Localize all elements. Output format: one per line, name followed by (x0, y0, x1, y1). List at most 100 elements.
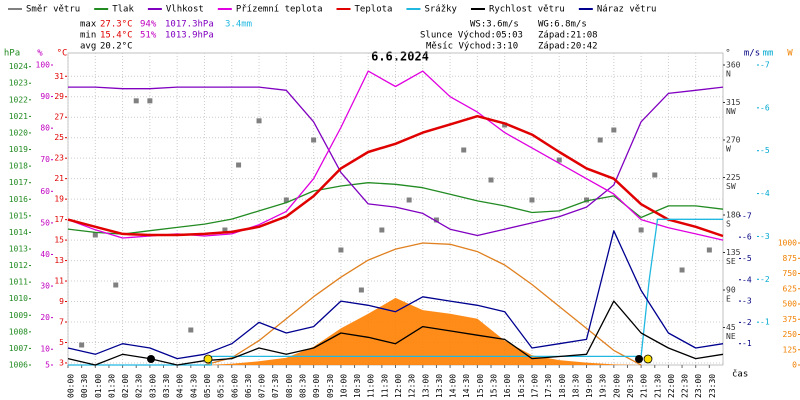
y-tick-label: 750 (783, 269, 798, 278)
x-tick-label: 00:30 (80, 374, 89, 398)
info: Měsíc Východ:3:10 (426, 42, 518, 52)
direction-point (358, 287, 364, 293)
y-tick-label: -1 (760, 318, 770, 327)
y-tick-label: -7 (742, 211, 752, 220)
y-tick-label: 375 (783, 315, 798, 324)
direction-point (433, 217, 439, 223)
legend-label: Tlak (112, 5, 134, 15)
direction-point (188, 327, 194, 333)
x-tick-label: 03:30 (162, 374, 171, 398)
astro-icons (147, 354, 653, 364)
x-tick-label: 10:30 (353, 374, 362, 398)
stat: 94% (140, 20, 157, 30)
x-tick-label: 09:00 (312, 374, 321, 398)
x-tick-label: 19:30 (599, 374, 608, 398)
x-tick-label: 02:00 (121, 374, 130, 398)
y-tick-label: 50 (40, 218, 50, 227)
x-tick-label: 08:00 (285, 374, 294, 398)
legend: Směr větru Tlak Vlhkost Přízemní teplota Tep… (8, 5, 656, 15)
x-tick-label: 05:30 (217, 374, 226, 398)
y-tick-label: -1 (742, 339, 752, 348)
direction-point (597, 137, 603, 143)
y-tick-label: 270 (726, 136, 741, 145)
direction-point (236, 162, 242, 168)
compass-label: E (726, 295, 731, 304)
y-tick-label: 20 (40, 313, 50, 322)
y-tick-label: 1010 (9, 294, 28, 303)
y-tick-label: 30 (40, 282, 50, 291)
direction-point (638, 227, 644, 233)
x-tick-label: 23:00 (694, 374, 703, 398)
y-tick-label: 315 (726, 98, 741, 107)
y-tick-label: 10 (40, 345, 50, 354)
y-tick-label: 1009 (9, 311, 28, 320)
y-tick-label: 9 (59, 297, 64, 306)
x-tick-label: 18:00 (558, 374, 567, 398)
y-tick-label: 17 (54, 215, 64, 224)
x-tick-label: 16:30 (517, 374, 526, 398)
y-tick-label: 25 (54, 133, 64, 142)
direction-point (147, 98, 153, 104)
legend-label: Teplota (355, 5, 393, 15)
sunrise-icon (203, 354, 213, 364)
y-tick-label: -6 (760, 103, 770, 112)
y-tick-label: -2 (742, 318, 752, 327)
y-tick-label: 100 (36, 61, 51, 70)
y-tick-label: -3 (760, 232, 770, 241)
x-tick-label: 23:30 (708, 374, 717, 398)
direction-point (113, 282, 119, 288)
direction-point (379, 227, 385, 233)
x-tick-label: 21:00 (640, 374, 649, 398)
compass-label: S (726, 220, 731, 229)
y-tick-label: -5 (760, 146, 770, 155)
x-tick-label: 19:00 (585, 374, 594, 398)
axis-unit: hPa (4, 49, 20, 59)
direction-point (283, 197, 289, 203)
y-tick-label: -7 (760, 61, 770, 70)
stat: 3.4mm (225, 20, 252, 30)
legend-label: Rychlost větru (489, 5, 565, 15)
info: Západ:21:08 (538, 31, 598, 41)
direction-point (529, 197, 535, 203)
y-tick-label: 1022 (9, 95, 28, 104)
x-axis-label: čas (732, 369, 748, 380)
series-line (67, 230, 724, 360)
x-tick-label: 09:30 (326, 374, 335, 398)
x-tick-label: 13:30 (435, 374, 444, 398)
direction-point (133, 98, 139, 104)
y-tick-label: 1017 (9, 178, 28, 187)
series-line (204, 242, 642, 366)
stat-label: avg (80, 42, 96, 52)
info: Západ:20:42 (538, 42, 598, 52)
direction-point (92, 232, 98, 238)
axis-unit: % (37, 49, 43, 59)
y-tick-label: 250 (783, 330, 798, 339)
series-line (68, 86, 724, 237)
series-line (67, 300, 724, 366)
y-tick-label: 1006 (9, 361, 28, 370)
y-tick-label: 1008 (9, 327, 28, 336)
direction-point (611, 127, 617, 133)
compass-label: SE (726, 257, 736, 266)
y-tick-label: 15 (54, 236, 64, 245)
axis-unit: W (787, 49, 793, 59)
x-tick-label: 12:30 (408, 374, 417, 398)
y-tick-label: 27 (54, 113, 64, 122)
y-tick-label: -4 (760, 189, 770, 198)
x-tick-label: 08:30 (298, 374, 307, 398)
series-line (67, 182, 724, 235)
compass-label: SW (726, 182, 736, 191)
x-tick-label: 20:30 (626, 374, 635, 398)
legend-label: Přízemní teplota (236, 5, 323, 15)
x-tick-label: 04:00 (176, 374, 185, 398)
y-tick-label: 60 (40, 187, 50, 196)
y-tick-label: 1019 (9, 145, 28, 154)
y-tick-label: 0 (792, 361, 797, 370)
axis-unit: ° (725, 49, 730, 59)
stats: max 27.3°C 94% 1017.3hPa 3.4mm min 15.4°… (80, 20, 598, 52)
direction-point (679, 267, 685, 273)
y-tick-label: 225 (726, 173, 741, 182)
compass-label: W (726, 145, 731, 154)
y-tick-label: 80 (40, 124, 50, 133)
